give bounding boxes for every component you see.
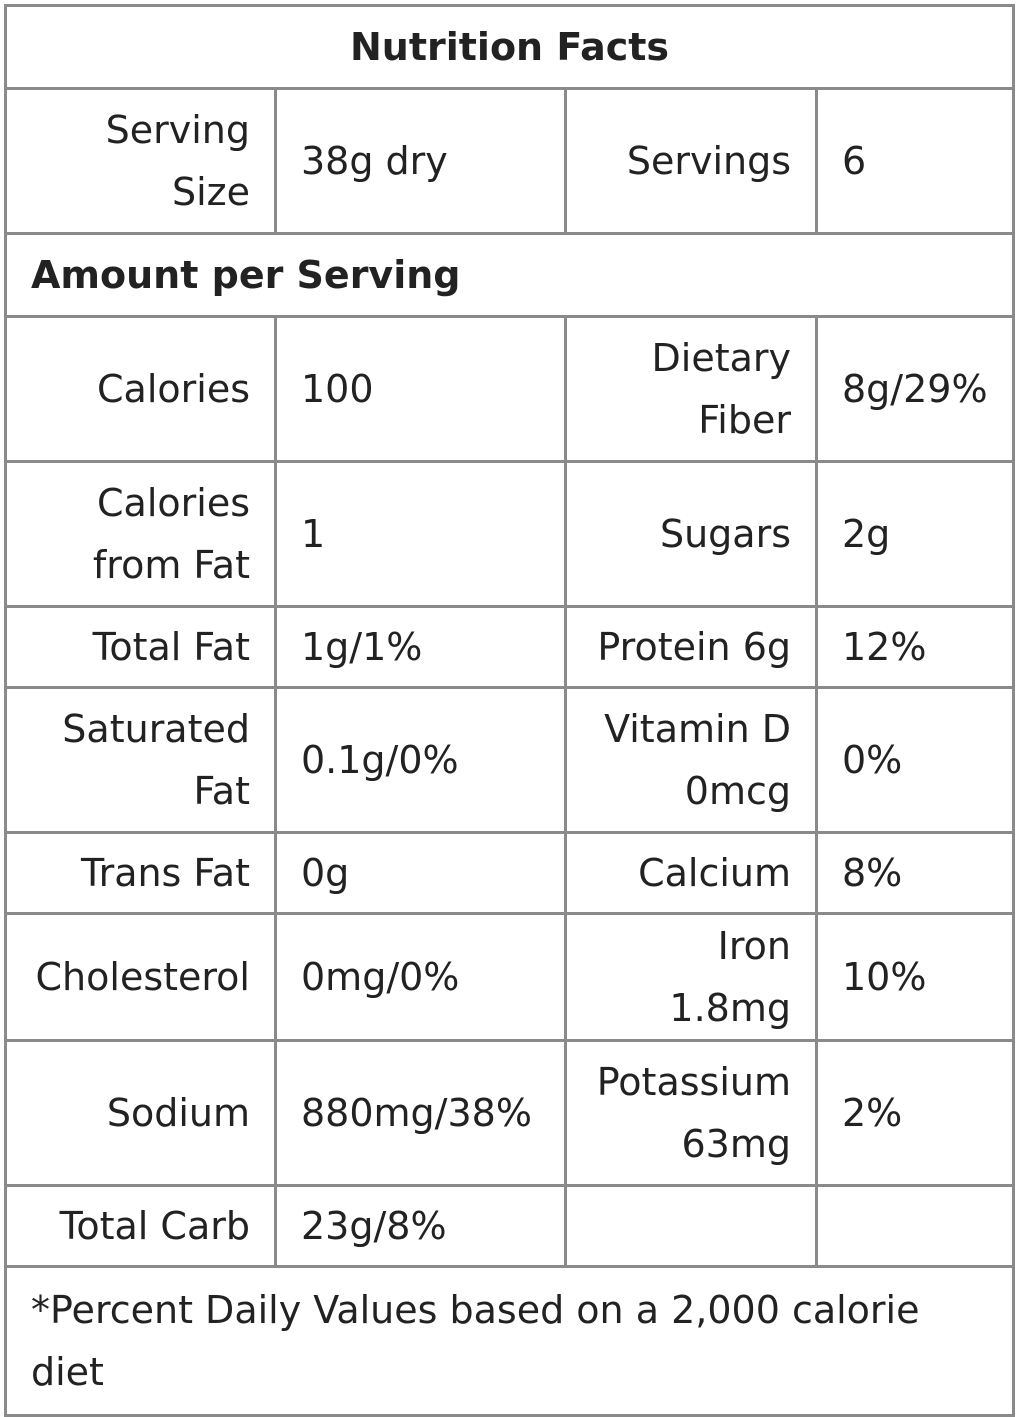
nutrient-row: Sodium 880mg/38% Potassium 63mg 2%: [4, 1039, 1015, 1187]
servings-value: 6: [815, 87, 1015, 235]
nutrient-label: Protein 6g: [564, 605, 818, 689]
nutrient-label: Calcium: [564, 831, 818, 915]
nutrient-label: Total Fat: [4, 605, 277, 689]
footnote: *Percent Daily Values based on a 2,000 c…: [4, 1265, 1015, 1417]
nutrient-value: 100: [274, 315, 567, 463]
nutrient-label: Cholesterol: [4, 912, 277, 1042]
nutrient-label: Trans Fat: [4, 831, 277, 915]
nutrient-label: Iron 1.8mg: [564, 912, 818, 1042]
serving-size-value: 38g dry: [274, 87, 567, 235]
serving-size-label: Serving Size: [4, 87, 277, 235]
nutrient-value: 8%: [815, 831, 1015, 915]
nutrient-row: Saturated Fat 0.1g/0% Vitamin D 0mcg 0%: [4, 686, 1015, 834]
nutrient-value: 880mg/38%: [274, 1039, 567, 1187]
title-row: Nutrition Facts: [4, 4, 1015, 90]
nutrient-value: 0.1g/0%: [274, 686, 567, 834]
nutrition-facts-panel: Nutrition Facts Serving Size 38g dry Ser…: [4, 4, 1015, 1417]
nutrient-row: Cholesterol 0mg/0% Iron 1.8mg 10%: [4, 912, 1015, 1042]
nutrient-value: 1: [274, 460, 567, 608]
section-heading: Amount per Serving: [4, 232, 1015, 318]
nutrient-value: 0mg/0%: [274, 912, 567, 1042]
nutrient-label: Calories: [4, 315, 277, 463]
empty-cell: [815, 1184, 1015, 1268]
serving-row: Serving Size 38g dry Servings 6: [4, 87, 1015, 235]
nutrient-value: 12%: [815, 605, 1015, 689]
nutrient-label: Potassium 63mg: [564, 1039, 818, 1187]
nutrient-label: Sodium: [4, 1039, 277, 1187]
nutrient-label: Calories from Fat: [4, 460, 277, 608]
servings-label: Servings: [564, 87, 818, 235]
nutrient-row: Calories 100 Dietary Fiber 8g/29%: [4, 315, 1015, 463]
nutrient-row: Calories from Fat 1 Sugars 2g: [4, 460, 1015, 608]
nutrient-value: 2%: [815, 1039, 1015, 1187]
nutrient-value: 0%: [815, 686, 1015, 834]
footnote-row: *Percent Daily Values based on a 2,000 c…: [4, 1265, 1015, 1417]
nutrient-value: 1g/1%: [274, 605, 567, 689]
nutrient-label: Dietary Fiber: [564, 315, 818, 463]
nutrient-label: Sugars: [564, 460, 818, 608]
nutrient-value: 0g: [274, 831, 567, 915]
nutrient-row: Total Fat 1g/1% Protein 6g 12%: [4, 605, 1015, 689]
nutrient-label: Saturated Fat: [4, 686, 277, 834]
nutrient-value: 8g/29%: [815, 315, 1015, 463]
nutrient-value: 10%: [815, 912, 1015, 1042]
nutrient-value: 23g/8%: [274, 1184, 567, 1268]
nutrient-row: Trans Fat 0g Calcium 8%: [4, 831, 1015, 915]
section-row: Amount per Serving: [4, 232, 1015, 318]
nutrition-facts-table: Nutrition Facts Serving Size 38g dry Ser…: [4, 4, 1015, 1417]
nutrient-value: 2g: [815, 460, 1015, 608]
nutrient-row: Total Carb 23g/8%: [4, 1184, 1015, 1268]
nutrient-label: Vitamin D 0mcg: [564, 686, 818, 834]
table-title: Nutrition Facts: [4, 4, 1015, 90]
nutrient-label: Total Carb: [4, 1184, 277, 1268]
empty-cell: [564, 1184, 818, 1268]
